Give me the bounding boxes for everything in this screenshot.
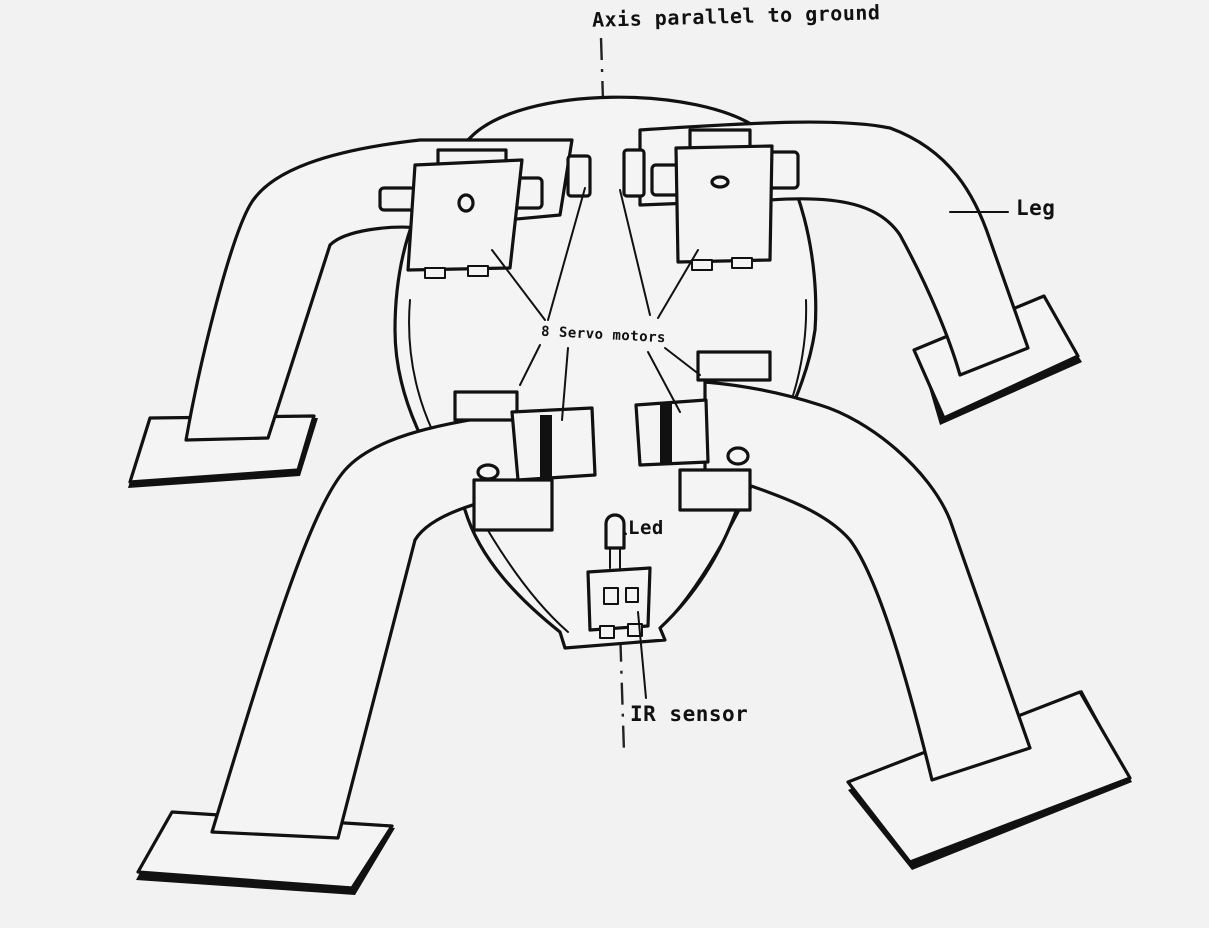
servo-leader-line <box>647 351 681 413</box>
leg-front-right <box>703 380 1132 870</box>
servo-back-left <box>378 148 592 279</box>
ir-sensor-label: IR sensor <box>630 702 749 726</box>
ir-sensor <box>586 566 652 639</box>
servo-leader-line <box>657 249 699 319</box>
servo-leader-line <box>664 347 701 376</box>
servo-leader-line <box>561 347 569 421</box>
servo-back-right <box>622 128 800 271</box>
annotation-lines <box>491 187 1009 699</box>
servo-leader-line <box>619 189 651 316</box>
led <box>604 513 626 569</box>
ir-leader-line <box>637 611 647 699</box>
servo-front-right <box>634 350 772 512</box>
servo-leader-line <box>547 187 586 321</box>
servo-leader-line <box>519 344 541 386</box>
led-label: Led <box>628 517 664 539</box>
leg-front-left <box>136 410 532 895</box>
leg-label: Leg <box>1016 196 1056 220</box>
servo-front-left <box>453 390 597 532</box>
led-leader-line <box>623 531 627 535</box>
servo-leader-line <box>491 249 546 321</box>
